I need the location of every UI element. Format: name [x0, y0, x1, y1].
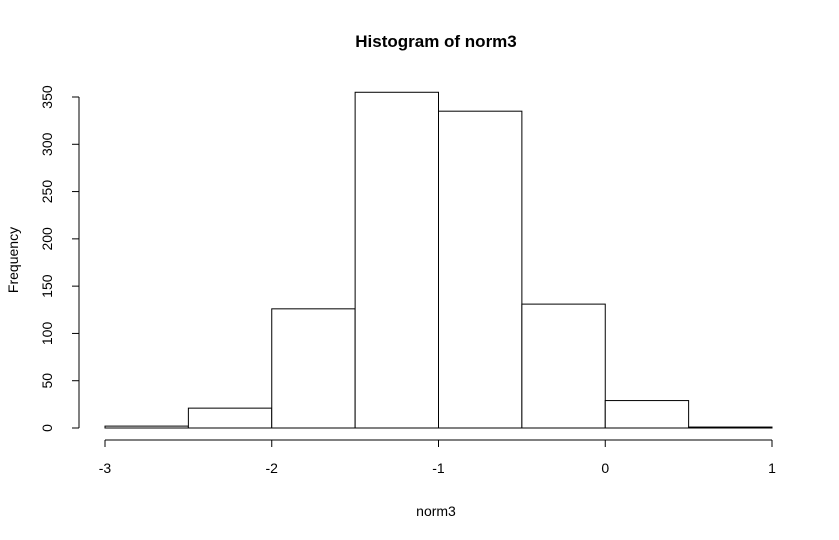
x-tick-label: 0	[601, 460, 609, 476]
histogram-bar-0	[104, 425, 189, 429]
x-tick-label: -3	[99, 460, 112, 476]
x-tick-label: -1	[432, 460, 445, 476]
y-tick-label: 50	[39, 373, 55, 389]
histogram-bar-5	[521, 303, 606, 429]
y-tick-label: 200	[39, 227, 55, 251]
histogram-bar-6	[604, 400, 690, 429]
histogram-bar-2	[271, 308, 356, 429]
y-tick-label: 100	[39, 322, 55, 346]
histogram-bar-1	[187, 407, 273, 429]
y-tick-label: 150	[39, 274, 55, 298]
y-tick-label: 300	[39, 132, 55, 156]
y-axis: 0 50 100 150 200 250 300 350	[39, 85, 80, 432]
x-axis: -3 -2 -1 0 1	[99, 439, 776, 476]
histogram-bar-4	[438, 110, 523, 429]
x-axis-label: norm3	[416, 503, 456, 519]
y-axis-label: Frequency	[5, 227, 21, 293]
y-tick-label: 250	[39, 180, 55, 204]
histogram-bar-7	[688, 426, 773, 429]
x-tick-label: 1	[768, 460, 776, 476]
y-tick-label: 0	[39, 424, 55, 432]
chart-title: Histogram of norm3	[355, 32, 517, 51]
histogram-bar-3	[354, 91, 439, 429]
bars-group	[104, 91, 773, 429]
x-tick-label: -2	[266, 460, 279, 476]
y-tick-label: 350	[39, 85, 55, 109]
